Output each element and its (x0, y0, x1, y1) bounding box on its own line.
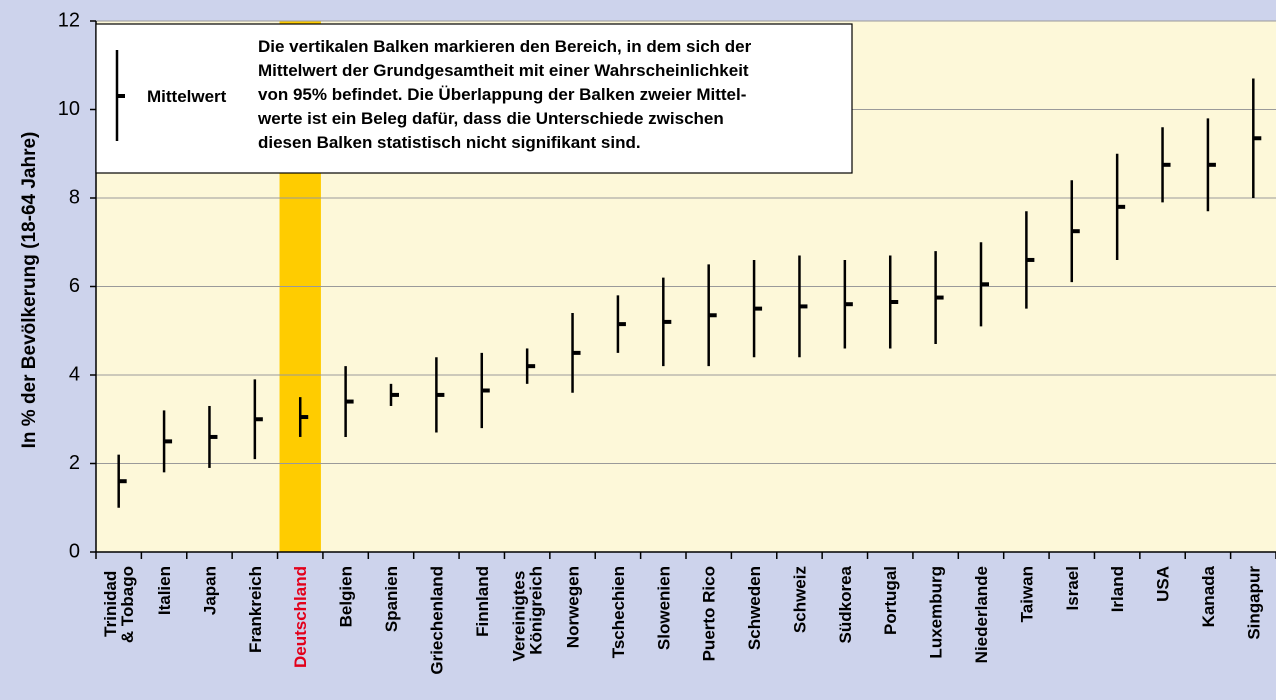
x-tick-label: Südkorea (836, 565, 855, 643)
annotation: Mittelwert der Grundgesamtheit mit einer… (258, 61, 749, 80)
x-tick-label: Niederlande (972, 566, 991, 663)
x-tick-label: Tschechien (609, 566, 628, 658)
y-tick-label: 12 (58, 9, 80, 31)
legend-box (95, 23, 853, 174)
legend-label: Mittelwert (147, 87, 227, 106)
annotation: Die vertikalen Balken markieren den Bere… (258, 37, 752, 56)
x-tick-label: Luxemburg (927, 566, 946, 659)
x-tick-label: Frankreich (246, 566, 265, 653)
x-tick-label: Norwegen (564, 566, 583, 648)
x-tick-label: Finnland (473, 566, 492, 637)
y-tick-label: 4 (69, 363, 80, 385)
x-tick-label: Vereinigtes Königreich (510, 566, 546, 661)
y-tick-label: 6 (69, 275, 80, 297)
x-tick-label: Griechenland (427, 566, 446, 675)
x-tick-label: Schweden (745, 566, 764, 650)
x-tick-label: Belgien (337, 566, 356, 627)
x-tick-label: USA (1154, 566, 1173, 602)
x-tick-label: Trinidad & Tobago (101, 566, 137, 643)
annotation: diesen Balken statistisch nicht signifik… (258, 133, 641, 152)
x-tick-label: Israel (1063, 566, 1082, 610)
x-tick-label: Portugal (881, 566, 900, 635)
annotation: von 95% befindet. Die Überlappung der Ba… (258, 85, 746, 104)
x-tick-label: Puerto Rico (700, 566, 719, 661)
y-tick-label: 10 (58, 98, 80, 120)
x-tick-label: Taiwan (1017, 566, 1036, 622)
x-tick-label: Deutschland (291, 566, 310, 668)
x-tick-label: Kanada (1199, 565, 1218, 627)
x-tick-label: Italien (155, 566, 174, 615)
y-axis-label: In % der Bevölkerung (18-64 Jahre) (19, 132, 40, 449)
y-tick-label: 8 (69, 186, 80, 208)
x-tick-label: Irland (1108, 566, 1127, 612)
x-tick-label: Schweiz (790, 566, 809, 633)
annotation: werte ist ein Beleg dafür, dass die Unte… (257, 109, 724, 128)
x-tick-label: Singapur (1244, 566, 1263, 640)
x-tick-label: Slowenien (654, 566, 673, 650)
x-tick-label: Spanien (382, 566, 401, 632)
x-tick-label: Japan (200, 566, 219, 615)
y-tick-label: 0 (69, 540, 80, 562)
y-tick-label: 2 (69, 452, 80, 474)
